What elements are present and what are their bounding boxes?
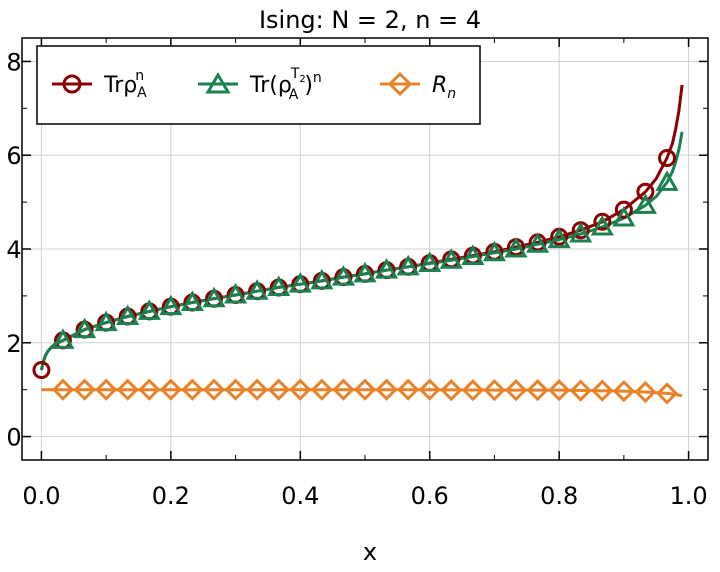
- data-point-diamond: [483, 379, 506, 402]
- x-tick-label: 1.0: [669, 482, 707, 510]
- legend-triangle-marker: [205, 72, 231, 94]
- data-point-triangle: [310, 268, 334, 290]
- data-point-triangle: [612, 205, 636, 227]
- data-point-triangle: [331, 265, 356, 286]
- data-point-triangle: [461, 244, 485, 266]
- x-tick-label: 0.8: [540, 482, 578, 510]
- data-point-triangle: [288, 272, 312, 293]
- legend-circle-marker: [62, 74, 82, 94]
- data-point-triangle: [590, 214, 614, 236]
- data-point-diamond: [202, 378, 226, 401]
- data-point-diamond: [267, 378, 290, 401]
- legend-item-tr-rho-pt: Tr(ρT2 A)n: [198, 66, 322, 103]
- data-point-diamond: [224, 378, 247, 401]
- data-point-diamond: [353, 378, 377, 401]
- x-tick-label: 0.6: [411, 482, 449, 510]
- data-point-diamond: [569, 379, 592, 402]
- data-point-triangle: [94, 310, 118, 332]
- data-point-triangle: [569, 221, 593, 243]
- data-point-circle: [593, 212, 612, 231]
- series-line-0: [39, 84, 684, 371]
- data-point-triangle: [374, 258, 399, 279]
- y-tick-label: 4: [6, 236, 21, 264]
- data-point-diamond: [289, 378, 312, 401]
- legend-item-rn: Rn: [380, 71, 456, 102]
- x-tick-label: 0.4: [281, 482, 319, 510]
- data-point-diamond: [504, 379, 528, 402]
- data-point-diamond: [332, 378, 355, 401]
- data-point-diamond: [51, 378, 75, 401]
- data-point-diamond: [634, 380, 657, 404]
- data-point-triangle: [396, 254, 420, 276]
- tick-labels: 0.0 0.2 0.4 0.6 0.8 1.0 0 2 4 6 8: [6, 48, 707, 510]
- chart-title: Ising: N = 2, n = 4: [259, 6, 481, 34]
- data-point-diamond: [159, 378, 182, 401]
- data-point-triangle: [526, 232, 550, 253]
- data-point-diamond: [245, 378, 269, 401]
- legend: Trρn A Tr(ρT2 A)n Rn: [36, 45, 481, 125]
- data-point-circle: [32, 360, 51, 379]
- legend-diamond-marker: [387, 71, 413, 97]
- data-point-diamond: [418, 378, 441, 401]
- x-axis-label: x: [363, 538, 377, 566]
- data-point-diamond: [95, 378, 118, 401]
- data-point-triangle: [224, 282, 248, 304]
- data-point-triangle: [482, 240, 506, 262]
- y-tick-label: 2: [6, 330, 21, 358]
- y-tick-label: 0: [6, 424, 21, 452]
- y-tick-label: 6: [6, 142, 21, 170]
- data-point-circle: [658, 149, 677, 168]
- series-markers: [32, 149, 679, 405]
- data-point-diamond: [375, 378, 398, 401]
- data-point-circle: [614, 200, 633, 219]
- data-point-triangle: [353, 261, 377, 283]
- data-point-diamond: [73, 378, 96, 401]
- data-point-diamond: [591, 379, 614, 402]
- data-point-diamond: [181, 378, 204, 401]
- data-point-triangle: [245, 279, 269, 300]
- data-point-diamond: [138, 378, 161, 401]
- data-point-triangle: [439, 248, 463, 269]
- data-point-diamond: [310, 378, 333, 401]
- data-point-diamond: [548, 379, 571, 402]
- data-point-triangle: [418, 251, 442, 273]
- x-tick-label: 0.0: [22, 482, 60, 510]
- data-point-triangle: [267, 275, 291, 296]
- data-point-triangle: [655, 170, 679, 191]
- data-point-triangle: [633, 193, 657, 214]
- legend-item-tr-rho: Trρn A: [52, 68, 147, 101]
- data-point-triangle: [202, 286, 226, 308]
- data-point-diamond: [526, 379, 549, 402]
- data-point-triangle: [180, 290, 204, 311]
- data-point-triangle: [137, 299, 161, 320]
- data-point-diamond: [461, 379, 485, 402]
- data-point-triangle: [73, 317, 97, 339]
- data-point-triangle: [547, 227, 571, 249]
- data-point-diamond: [397, 378, 420, 401]
- data-point-triangle: [51, 328, 75, 349]
- data-point-diamond: [655, 382, 679, 405]
- series-line-1: [39, 131, 684, 371]
- data-point-diamond: [116, 378, 139, 401]
- data-point-triangle: [159, 294, 183, 316]
- legend-label-tr-rho-pt: Tr(ρT2 A)n: [249, 66, 322, 103]
- data-point-triangle: [504, 236, 528, 258]
- legend-label-tr-rho: Trρn A: [103, 68, 147, 101]
- legend-label-rn: Rn: [432, 73, 456, 102]
- y-tick-label: 8: [6, 48, 21, 76]
- data-point-diamond: [612, 379, 635, 403]
- data-point-diamond: [440, 379, 463, 402]
- x-tick-label: 0.2: [152, 482, 190, 510]
- data-point-triangle: [116, 304, 140, 326]
